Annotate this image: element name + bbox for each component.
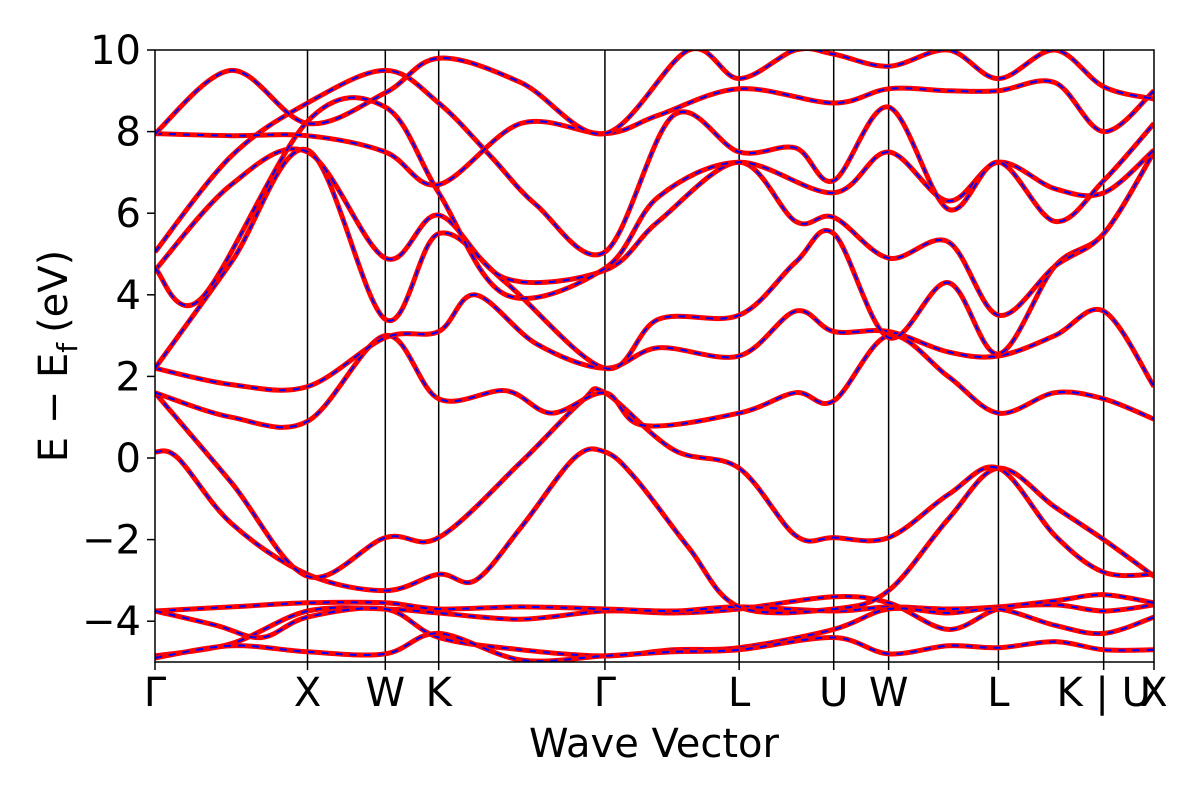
band-line-blue <box>155 50 1154 135</box>
x-tick-label: W <box>366 670 406 716</box>
y-axis-ticks: −4 −2 0 2 4 6 8 10 <box>82 28 155 645</box>
y-tick-label: 4 <box>116 273 141 319</box>
plot-frame <box>154 49 1155 663</box>
y-tick-label: 6 <box>116 191 141 237</box>
band-line-red <box>155 78 1154 188</box>
band-line-blue <box>155 293 1154 392</box>
y-tick-label: 2 <box>116 354 141 400</box>
x-tick-label: Γ <box>594 670 617 716</box>
band-line-blue <box>155 147 1154 317</box>
x-tick-label: L <box>728 670 751 716</box>
x-tick-label: U <box>819 670 848 716</box>
x-tick-label: X <box>1140 670 1167 716</box>
band-line-red <box>155 630 1154 662</box>
band-line-blue <box>155 632 1154 662</box>
y-tick-label: −4 <box>82 599 141 645</box>
x-tick-label: K | U <box>1056 670 1150 716</box>
band-line-blue <box>155 69 1154 256</box>
y-axis-label-group: E − Ef (eV) <box>31 250 84 463</box>
x-tick-label: X <box>294 670 321 716</box>
x-axis-label: Wave Vector <box>529 721 780 767</box>
band-line-red <box>155 146 1154 318</box>
band-line-blue <box>155 79 1154 187</box>
y-tick-label: 0 <box>116 436 141 482</box>
band-line-red <box>155 146 1154 372</box>
y-tick-label: 10 <box>90 28 141 74</box>
band-line-blue <box>155 334 1154 429</box>
y-tick-label: 8 <box>116 110 141 156</box>
x-tick-label: Γ <box>144 670 167 716</box>
band-line-blue <box>155 96 1154 307</box>
y-axis-label-subscript: f <box>51 342 84 353</box>
bands <box>155 50 1154 662</box>
x-tick-label: L <box>987 670 1010 716</box>
band-line-red <box>155 386 1154 581</box>
band-line-blue <box>155 387 1154 579</box>
y-axis-label-unit: (eV) <box>31 250 77 333</box>
band-line-red <box>155 292 1154 393</box>
band-line-blue <box>155 593 1154 613</box>
y-tick-label: −2 <box>82 518 141 564</box>
band-line-blue <box>155 148 1154 370</box>
x-tick-label: W <box>869 670 909 716</box>
band-line-blue <box>155 607 1154 657</box>
y-axis-label: E − E <box>31 353 77 463</box>
x-tick-label: K <box>426 670 454 716</box>
